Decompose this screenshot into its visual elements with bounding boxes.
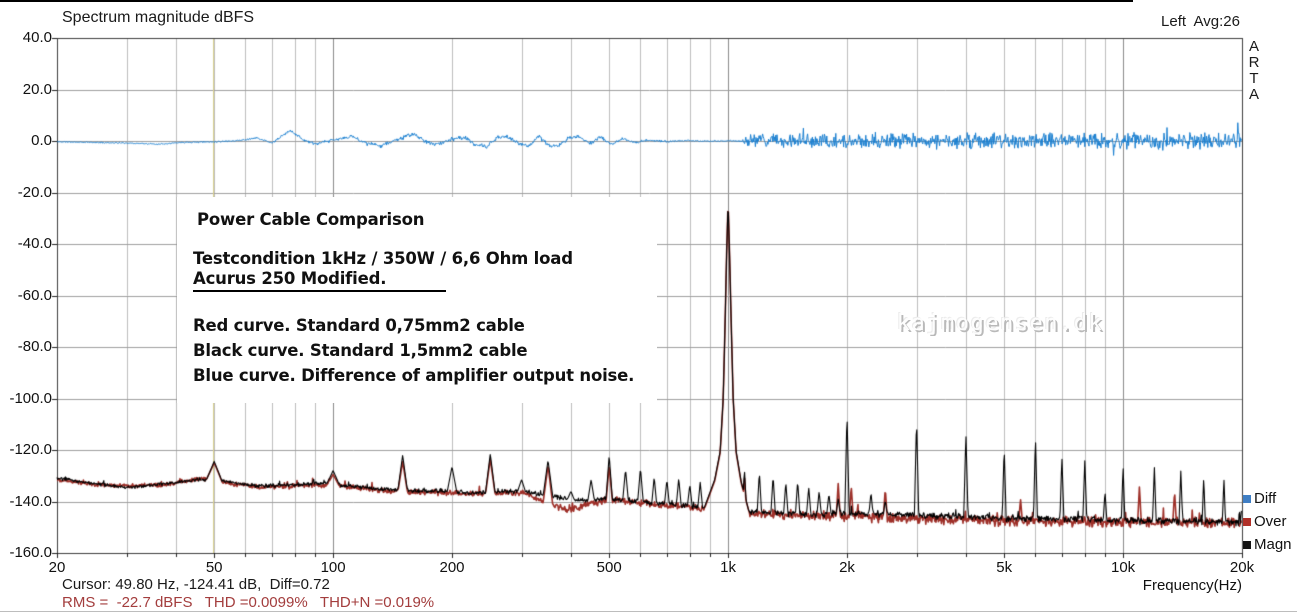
annotation-black-note: Black curve. Standard 1,5mm2 cable: [193, 341, 528, 360]
status-cursor-readout: Cursor: 49.80 Hz, -124.41 dB, Diff=0.72: [62, 576, 330, 593]
legend-label-magn: Magn: [1254, 536, 1292, 553]
y-tick-label: 20.0: [22, 80, 52, 98]
y-tick-label: -120.0: [9, 441, 52, 458]
y-tick-label: -100.0: [9, 389, 52, 407]
x-tick-label: 200: [439, 559, 465, 576]
y-tick-label: -20.0: [17, 183, 52, 201]
annotation-device: Acurus 250 Modified.: [193, 269, 447, 292]
y-tick-label: -40.0: [17, 235, 52, 252]
x-axis-title: Frequency(Hz): [1142, 577, 1242, 594]
x-tick-label: 50: [205, 559, 223, 576]
watermark-text: kajmogensen.dk: [896, 311, 1104, 336]
legend: Diff Over Magn: [1243, 487, 1292, 556]
status-thd-readout: RMS = -22.7 dBFS THD =0.0099% THD+N =0.0…: [62, 594, 435, 611]
annotation-heading: Power Cable Comparison: [197, 210, 425, 229]
y-tick-label: -60.0: [17, 286, 52, 304]
annotation-testcondition: Testcondition 1kHz / 350W / 6,6 Ohm load: [193, 249, 573, 268]
y-tick-label: -160.0: [9, 544, 52, 561]
x-tick-label: 500: [596, 559, 622, 576]
legend-label-over: Over: [1254, 513, 1287, 530]
over-color-swatch: [1243, 517, 1251, 526]
x-tick-label: 20: [48, 559, 66, 576]
x-tick-label: 1k: [720, 559, 736, 576]
legend-item-magn: Magn: [1243, 533, 1292, 556]
x-tick-label: 10k: [1110, 559, 1136, 576]
magn-color-swatch: [1243, 540, 1251, 549]
legend-label-diff: Diff: [1254, 490, 1277, 507]
y-tick-label: -80.0: [17, 338, 52, 355]
y-tick-label: -140.0: [9, 492, 52, 510]
annotation-blue-note: Blue curve. Difference of amplifier outp…: [193, 366, 635, 385]
annotation-box: Power Cable Comparison Testcondition 1kH…: [177, 197, 657, 403]
diff-color-swatch: [1243, 494, 1251, 503]
x-tick-label: 100: [320, 559, 346, 576]
y-tick-label: 40.0: [22, 29, 52, 46]
x-tick-label: 20k: [1229, 559, 1255, 576]
legend-item-over: Over: [1243, 510, 1292, 533]
x-tick-label: 5k: [996, 559, 1013, 576]
x-tick-label: 2k: [839, 559, 855, 576]
annotation-red-note: Red curve. Standard 0,75mm2 cable: [193, 316, 525, 335]
legend-item-diff: Diff: [1243, 487, 1292, 510]
y-tick-label: 0.0: [31, 132, 52, 149]
